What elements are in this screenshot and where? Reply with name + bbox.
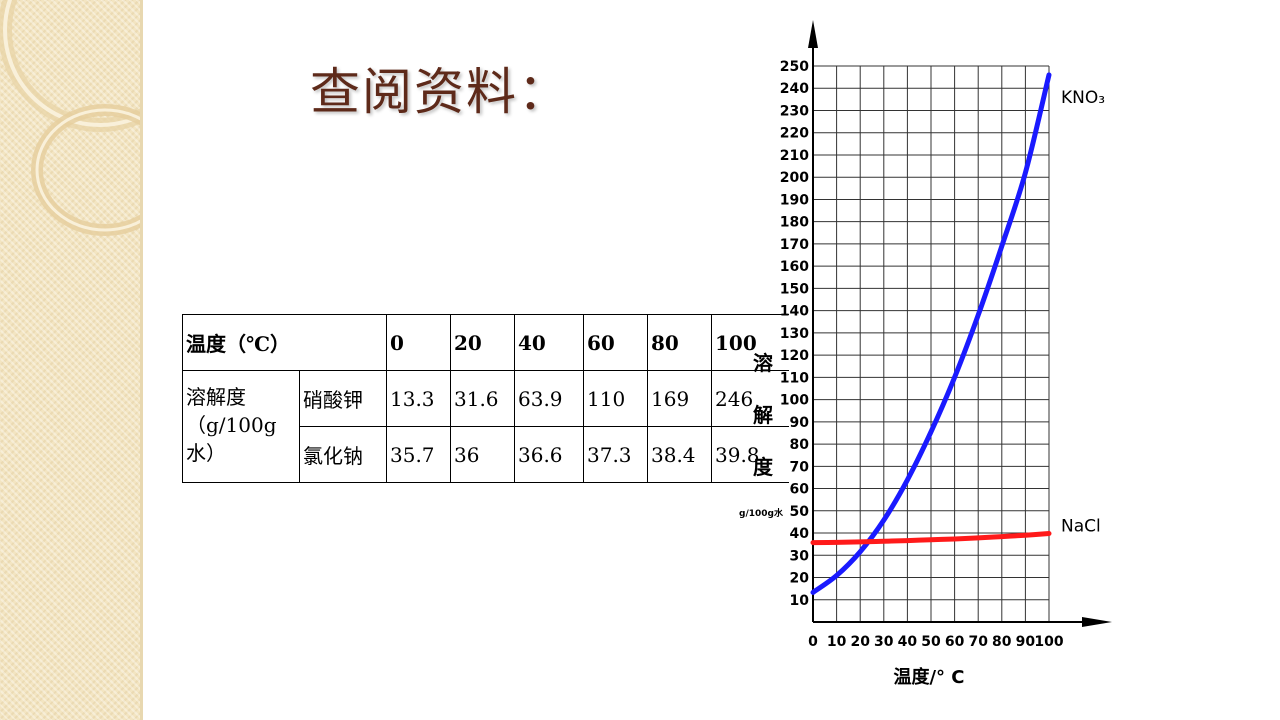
table-value-cell: 36 [450,426,515,483]
table-header-temperature-4: 80 [647,314,712,371]
table-value-cell: 36.6 [514,426,584,483]
table-value-cell: 63.9 [514,370,584,427]
y-tick-label: 210 [780,148,809,164]
x-tick-label: 30 [874,634,894,650]
table-value-cell: 37.3 [583,426,648,483]
x-tick-label: 20 [850,634,870,650]
table-header-row: 温度（℃） 0 20 40 60 80 100 [182,314,789,371]
x-tick-label: 0 [808,634,818,650]
solubility-table: 温度（℃） 0 20 40 60 80 100 溶解度（g/100g水） 硝酸钾 13.3 31.6… [182,314,789,483]
table-row: 氯化钠 35.7 36 36.6 37.3 38.4 39.8 [183,426,789,483]
y-axis-label-char: 解 [753,403,773,427]
x-tick-label: 80 [992,634,1012,650]
series-line-kno3 [810,72,1052,595]
x-axis-label: 温度/° C [893,666,964,688]
y-tick-label: 90 [790,415,810,431]
y-tick-label: 190 [780,192,809,208]
table-header-temperature-1: 20 [450,314,515,371]
table-value-cell: 39.8 [711,426,789,483]
table-value-cell: 35.7 [386,426,451,483]
x-tick-label: 50 [921,634,941,650]
table-row-group-label: 溶解度（g/100g水） [182,370,300,483]
x-tick-label: 90 [1016,634,1036,650]
y-tick-label: 130 [780,326,809,342]
series-line-nacl [810,530,1052,546]
x-tick-label: 70 [968,634,988,650]
y-tick-label: 140 [780,304,809,320]
y-tick-label: 50 [790,504,810,520]
table-value-cell: 246 [711,370,789,427]
slide-title: 查阅资料： [310,63,570,121]
y-tick-label: 240 [780,81,809,97]
y-tick-label: 170 [780,237,809,253]
x-tick-label: 60 [945,634,965,650]
decorative-side-band [0,0,142,720]
y-tick-label: 160 [780,259,809,275]
y-tick-label: 80 [790,437,810,453]
side-band-edge [140,0,143,720]
decorative-rings [0,0,142,236]
table-header-temperature-2: 40 [514,314,584,371]
y-tick-label: 30 [790,548,810,564]
table-row: 溶解度（g/100g水） 硝酸钾 13.3 31.6 63.9 110 169 246 [182,370,789,483]
y-tick-label: 40 [790,526,810,542]
x-tick-label: 40 [898,634,918,650]
table-value-cell: 31.6 [450,370,515,427]
table-value-cell: 13.3 [386,370,451,427]
x-tick-label: 100 [1034,634,1063,650]
y-tick-label: 110 [780,370,809,386]
series-label-nacl: NaCl [1061,516,1101,536]
y-axis-arrow [808,20,818,48]
table-substance-name: 氯化钠 [299,426,387,483]
y-tick-label: 180 [780,215,809,231]
y-tick-label: 60 [790,482,810,498]
table-value-cell: 38.4 [647,426,712,483]
y-tick-label: 100 [780,393,809,409]
table-header-temperature-0: 0 [386,314,451,371]
y-tick-label: 230 [780,103,809,119]
series-label-kno3: KNO₃ [1061,88,1105,108]
solubility-chart: 1020304050607080901001101201301401501601… [739,20,1112,688]
y-tick-label: 20 [790,571,810,587]
table-value-cell: 169 [647,370,712,427]
y-tick-label: 250 [780,59,809,75]
y-axis-label-char: 溶 [753,351,773,375]
table-substance-name: 硝酸钾 [299,370,387,427]
y-tick-label: 200 [780,170,809,186]
x-axis-arrow [1082,617,1112,627]
table-header-temperature-5: 100 [711,314,789,371]
y-tick-label: 150 [780,281,809,297]
y-tick-label: 10 [790,593,810,609]
y-axis-unit-label: g/100g水 [739,507,784,519]
y-tick-label: 220 [780,126,809,142]
table-header-temperature-label: 温度（℃） [182,314,387,371]
solubility-table-body: 温度（℃） 0 20 40 60 80 100 溶解度（g/100g水） 硝酸钾 13.3 31.6… [182,314,789,483]
table-value-cell: 110 [583,370,648,427]
y-tick-label: 70 [790,459,810,475]
x-tick-label: 10 [827,634,847,650]
table-header-temperature-3: 60 [583,314,648,371]
y-axis-label-char: 度 [753,455,774,479]
y-tick-label: 120 [780,348,809,364]
